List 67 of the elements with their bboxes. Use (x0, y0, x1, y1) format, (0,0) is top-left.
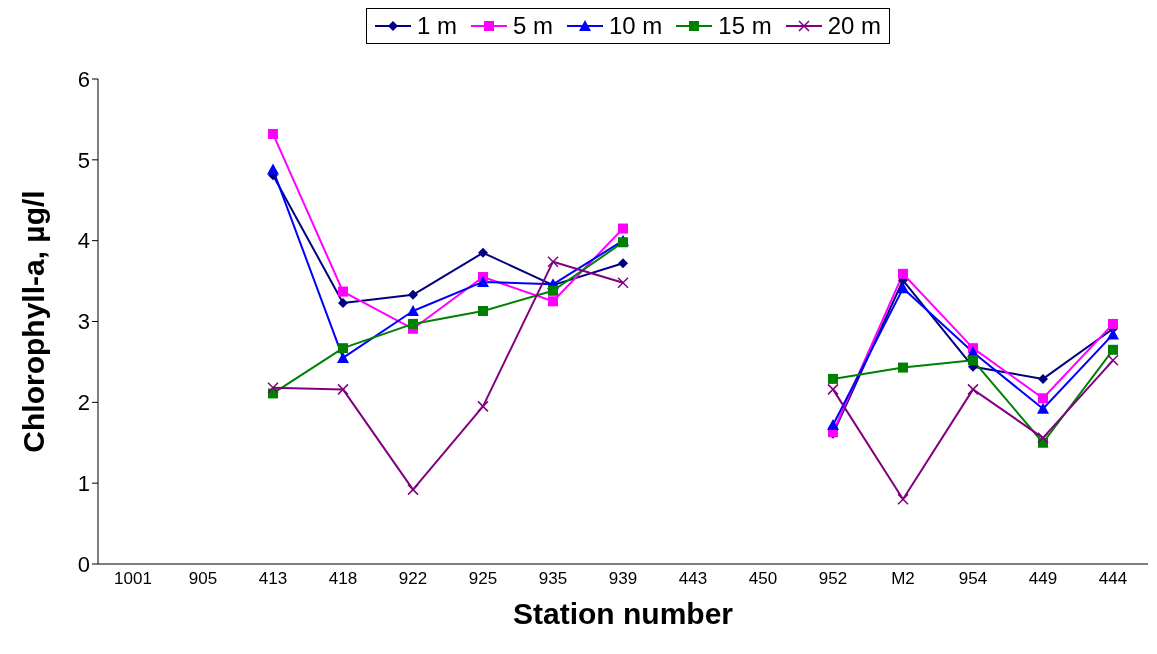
point (407, 483, 419, 496)
point (1038, 393, 1048, 404)
x-tick-label: 922 (398, 569, 428, 589)
point (897, 282, 909, 294)
y-tick-label: 3 (77, 309, 90, 335)
point (1038, 373, 1048, 384)
y-tick-label: 1 (77, 470, 90, 496)
legend-label: 20 m (827, 12, 882, 40)
y-tick-label: 4 (77, 228, 90, 254)
point (898, 268, 908, 279)
x-tick-label: 935 (538, 569, 568, 589)
legend-label: 5 m (512, 12, 553, 40)
x-tick-label: 450 (748, 569, 778, 589)
x-tick-label: 925 (468, 569, 498, 589)
point (337, 383, 349, 396)
x-tick-label: 413 (258, 569, 288, 589)
point (1108, 318, 1118, 329)
x-tick-label: 905 (188, 569, 218, 589)
point (548, 296, 558, 307)
y-tick-label: 0 (77, 551, 90, 577)
x-tick-label: 449 (1028, 569, 1058, 589)
point (267, 382, 279, 394)
x-tick-label: 952 (818, 569, 848, 589)
x-axis-title: Station number (512, 597, 734, 630)
point (548, 285, 558, 296)
x-tick-label: 443 (678, 569, 708, 589)
y-tick-label: 5 (77, 147, 90, 173)
point (1037, 432, 1049, 444)
point (478, 247, 488, 258)
legend-label: 15 m (718, 12, 772, 40)
point (827, 418, 839, 430)
point (408, 289, 418, 300)
y-tick-label: 6 (77, 66, 90, 92)
point (968, 355, 978, 366)
y-axis-title: Chlorophyll-a, µg/l (16, 190, 50, 453)
point (338, 343, 348, 354)
point (1037, 402, 1049, 414)
point (408, 318, 418, 329)
point (1108, 344, 1118, 355)
point (407, 304, 419, 316)
point (478, 305, 488, 316)
y-tick-label: 2 (77, 390, 90, 416)
point (477, 275, 489, 287)
point (898, 362, 908, 373)
legend-label: 10 m (608, 12, 663, 40)
point (267, 163, 279, 175)
point (897, 493, 909, 506)
x-tick-label: 939 (608, 569, 638, 589)
point (338, 297, 348, 308)
point (268, 128, 278, 139)
point (967, 383, 979, 396)
point (1107, 354, 1119, 367)
legend-label: 1 m (416, 12, 457, 40)
x-tick-label: 954 (958, 569, 988, 589)
point (477, 400, 489, 413)
point (617, 276, 629, 289)
x-tick-label: 1001 (114, 569, 152, 589)
point (827, 383, 839, 396)
point (1107, 328, 1119, 340)
x-tick-label: 418 (328, 569, 358, 589)
point (338, 286, 348, 297)
point (547, 255, 559, 268)
x-tick-label: M2 (891, 569, 915, 589)
x-tick-label: 444 (1098, 569, 1128, 589)
point (618, 223, 628, 234)
point (828, 373, 838, 384)
point (618, 258, 628, 269)
